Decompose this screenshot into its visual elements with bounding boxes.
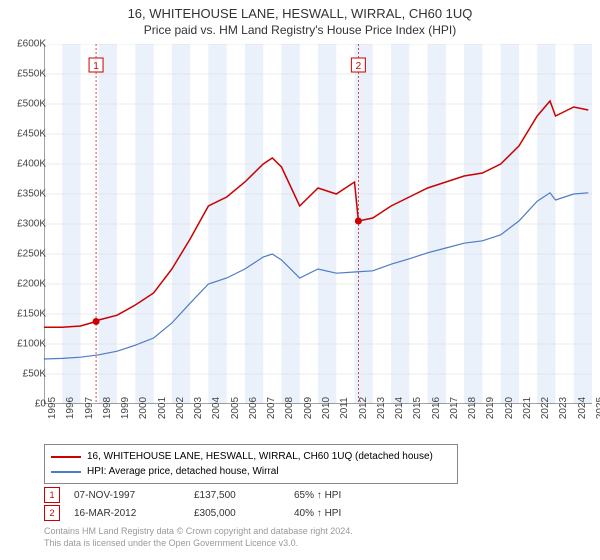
x-tick-label: 2022 xyxy=(540,397,551,419)
chart-title-address: 16, WHITEHOUSE LANE, HESWALL, WIRRAL, CH… xyxy=(0,0,600,21)
y-tick-label: £0 xyxy=(6,399,46,410)
legend-item-hpi: HPI: Average price, detached house, Wirr… xyxy=(51,464,451,479)
x-tick-label: 1999 xyxy=(120,397,131,419)
y-tick-label: £300K xyxy=(6,219,46,230)
x-tick-label: 2012 xyxy=(358,397,369,419)
sale-marker-2: 2 xyxy=(44,505,60,521)
x-tick-label: 2002 xyxy=(175,397,186,419)
y-tick-label: £200K xyxy=(6,279,46,290)
x-tick-label: 2017 xyxy=(449,397,460,419)
legend-item-property: 16, WHITEHOUSE LANE, HESWALL, WIRRAL, CH… xyxy=(51,449,451,464)
chart-subtitle: Price paid vs. HM Land Registry's House … xyxy=(0,21,600,41)
chart-plot-area: 12 xyxy=(44,44,592,404)
legend-swatch-hpi xyxy=(51,471,81,473)
sale-price-2: £305,000 xyxy=(194,508,294,519)
x-tick-label: 2013 xyxy=(376,397,387,419)
x-tick-label: 2000 xyxy=(138,397,149,419)
svg-text:2: 2 xyxy=(356,61,362,72)
chart-svg: 12 xyxy=(44,44,592,404)
x-tick-label: 2011 xyxy=(339,397,350,419)
y-tick-label: £250K xyxy=(6,249,46,260)
legend-label-hpi: HPI: Average price, detached house, Wirr… xyxy=(87,464,279,479)
svg-text:1: 1 xyxy=(93,61,99,72)
x-tick-label: 2003 xyxy=(193,397,204,419)
x-tick-label: 2021 xyxy=(522,397,533,419)
y-tick-label: £100K xyxy=(6,339,46,350)
sales-table: 1 07-NOV-1997 £137,500 65% ↑ HPI 2 16-MA… xyxy=(44,486,394,522)
x-tick-label: 2004 xyxy=(211,397,222,419)
y-tick-label: £150K xyxy=(6,309,46,320)
x-tick-label: 1996 xyxy=(65,397,76,419)
x-tick-label: 2010 xyxy=(321,397,332,419)
sale-date-1: 07-NOV-1997 xyxy=(74,490,194,501)
x-tick-label: 2014 xyxy=(394,397,405,419)
x-tick-label: 2008 xyxy=(284,397,295,419)
sale-price-1: £137,500 xyxy=(194,490,294,501)
x-tick-label: 2018 xyxy=(467,397,478,419)
y-tick-label: £50K xyxy=(6,369,46,380)
sale-row-2: 2 16-MAR-2012 £305,000 40% ↑ HPI xyxy=(44,504,394,522)
sale-row-1: 1 07-NOV-1997 £137,500 65% ↑ HPI xyxy=(44,486,394,504)
y-tick-label: £600K xyxy=(6,39,46,50)
x-tick-label: 2016 xyxy=(431,397,442,419)
x-tick-label: 2006 xyxy=(248,397,259,419)
x-tick-label: 2005 xyxy=(230,397,241,419)
x-tick-label: 1998 xyxy=(102,397,113,419)
y-tick-label: £350K xyxy=(6,189,46,200)
chart-container: 16, WHITEHOUSE LANE, HESWALL, WIRRAL, CH… xyxy=(0,0,600,560)
sale-marker-1: 1 xyxy=(44,487,60,503)
legend-swatch-property xyxy=(51,456,81,458)
x-tick-label: 2024 xyxy=(577,397,588,419)
x-tick-label: 2023 xyxy=(558,397,569,419)
legend: 16, WHITEHOUSE LANE, HESWALL, WIRRAL, CH… xyxy=(44,444,458,484)
y-tick-label: £500K xyxy=(6,99,46,110)
x-tick-label: 2001 xyxy=(157,397,168,419)
disclaimer-line1: Contains HM Land Registry data © Crown c… xyxy=(44,526,353,538)
x-tick-label: 1997 xyxy=(84,397,95,419)
x-tick-label: 2007 xyxy=(266,397,277,419)
disclaimer: Contains HM Land Registry data © Crown c… xyxy=(44,526,353,549)
sale-hpi-2: 40% ↑ HPI xyxy=(294,508,394,519)
y-tick-label: £450K xyxy=(6,129,46,140)
y-tick-label: £400K xyxy=(6,159,46,170)
x-tick-label: 2019 xyxy=(485,397,496,419)
x-tick-label: 2020 xyxy=(504,397,515,419)
disclaimer-line2: This data is licensed under the Open Gov… xyxy=(44,538,353,550)
x-tick-label: 1995 xyxy=(47,397,58,419)
y-tick-label: £550K xyxy=(6,69,46,80)
sale-date-2: 16-MAR-2012 xyxy=(74,508,194,519)
x-tick-label: 2009 xyxy=(303,397,314,419)
legend-label-property: 16, WHITEHOUSE LANE, HESWALL, WIRRAL, CH… xyxy=(87,449,433,464)
x-tick-label: 2025 xyxy=(595,397,600,419)
x-tick-label: 2015 xyxy=(412,397,423,419)
sale-hpi-1: 65% ↑ HPI xyxy=(294,490,394,501)
